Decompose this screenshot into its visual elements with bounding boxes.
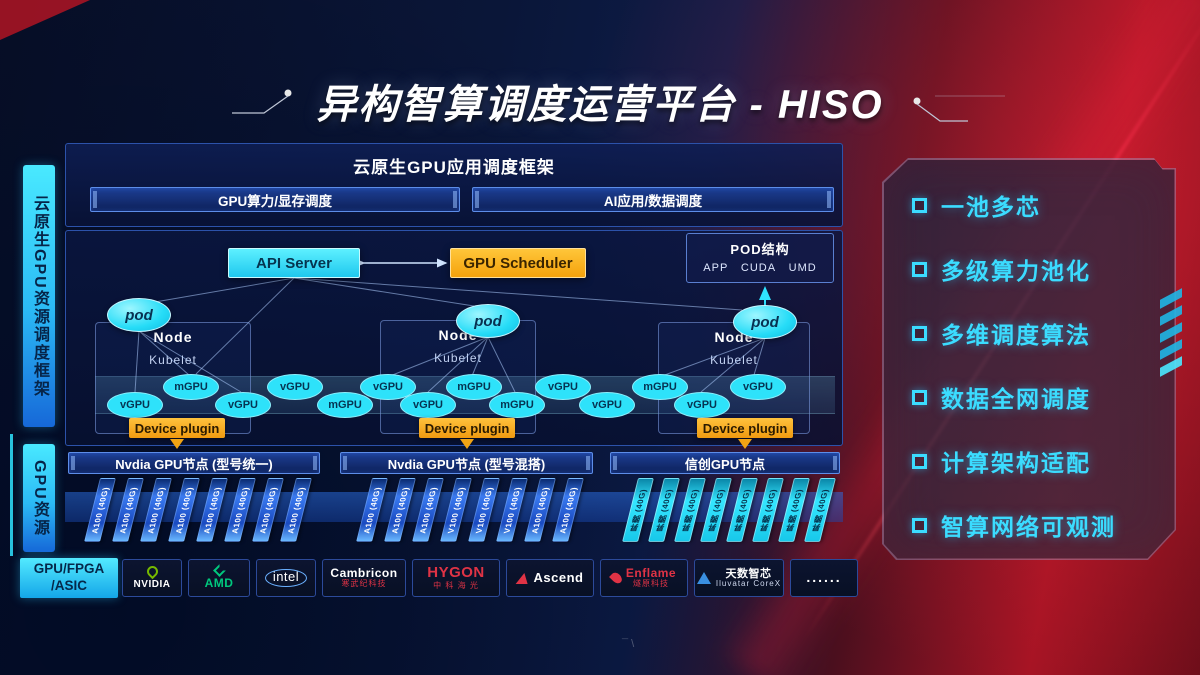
kubelet-label: Kubelet: [149, 353, 197, 367]
vendor-name: Enflame: [625, 566, 677, 580]
device-plugin-box: Device plugin: [419, 418, 515, 438]
vendor-subtitle: 燧原科技: [633, 579, 669, 589]
gpu-ellipse-mgpu: mGPU: [446, 374, 502, 400]
feature-item: 智算网络可观测: [912, 508, 1116, 542]
flame-icon: [608, 570, 624, 586]
vendor-name: Ascend: [533, 569, 584, 585]
gpu-ellipse-vgpu: vGPU: [579, 392, 635, 418]
vendor-tile-cambricon: Cambricon 寒武纪科技: [322, 559, 406, 597]
bar-gpu-compute-scheduling: GPU算力/显存调度: [90, 187, 460, 212]
left-cyan-accent: [10, 434, 13, 556]
node-group-header: 信创GPU节点: [610, 452, 840, 474]
bar-ai-data-scheduling: AI应用/数据调度: [472, 187, 834, 212]
square-bullet-icon: [912, 389, 927, 405]
gpu-scheduler-box: GPU Scheduler: [450, 248, 586, 278]
nvidia-eye-icon: [144, 563, 160, 580]
vendor-subtitle: 寒武纪科技: [341, 579, 387, 589]
pod-structure-box: POD结构 APP CUDA UMD: [686, 233, 834, 283]
arrow-down-icon: [170, 439, 184, 449]
gpu-ellipse-mgpu: mGPU: [163, 374, 219, 400]
sidebar-label-gpu-resources: GPU资源: [23, 444, 55, 552]
framework-title: 云原生GPU应用调度框架: [353, 158, 555, 177]
feature-item: 数据全网调度: [912, 380, 1091, 414]
amd-square-icon: [212, 564, 226, 577]
gpu-ellipse-vgpu: vGPU: [535, 374, 591, 400]
kubelet-label: Kubelet: [710, 353, 758, 367]
device-plugin-box: Device plugin: [697, 418, 793, 438]
square-bullet-icon: [912, 325, 927, 341]
vendor-name: Cambricon: [330, 566, 398, 580]
feature-item: 一池多芯: [912, 188, 1041, 222]
gpu-ellipse-vgpu: vGPU: [730, 374, 786, 400]
gpu-ellipse-mgpu: mGPU: [632, 374, 688, 400]
node-group-header: Nvdia GPU节点 (型号统一): [68, 452, 320, 474]
vendor-name: NVIDIA: [133, 579, 171, 590]
gpu-ellipse-vgpu: vGPU: [400, 392, 456, 418]
gpu-ellipse-vgpu: vGPU: [674, 392, 730, 418]
vendor-tile-amd: AMD: [188, 559, 250, 597]
features-list: 一池多芯多级算力池化 多维调度算法 数据全网调度 计算架构适配 智算网络可观测: [882, 158, 1176, 560]
feature-label: 多维调度算法: [941, 322, 1091, 348]
feature-item: 多维调度算法: [912, 316, 1091, 350]
feature-label: 智算网络可观测: [941, 514, 1116, 540]
hardware-types-label: GPU/FPGA /ASIC: [20, 558, 118, 598]
square-bullet-icon: [912, 453, 927, 469]
feature-label: 计算架构适配: [941, 450, 1091, 476]
feature-item: 计算架构适配: [912, 444, 1091, 478]
device-plugin-box: Device plugin: [129, 418, 225, 438]
iluvatar-triangle-icon: [696, 572, 711, 584]
api-server-box: API Server: [228, 248, 360, 278]
feature-label: 多级算力池化: [941, 258, 1091, 284]
gpu-ellipse-vgpu: vGPU: [215, 392, 271, 418]
vendor-tile-ascend: Ascend: [506, 559, 594, 597]
vendor-name: HYGON: [427, 564, 485, 582]
gpu-ellipse-vgpu: vGPU: [107, 392, 163, 418]
square-bullet-icon: [912, 517, 927, 533]
ascend-triangle-icon: [515, 572, 530, 584]
feature-label: 一池多芯: [941, 194, 1041, 220]
vendor-subtitle: 中 科 海 光: [433, 580, 479, 590]
features-panel: [883, 159, 1175, 559]
square-bullet-icon: [912, 261, 927, 277]
vendor-name: ......: [806, 569, 842, 586]
pod-struct-item-cuda: CUDA: [740, 262, 777, 274]
feature-label: 数据全网调度: [941, 386, 1091, 412]
gpu-ellipse-mgpu: mGPU: [317, 392, 373, 418]
vendor-tile-nvidia: NVIDIA: [122, 559, 182, 597]
pod-ellipse: pod: [107, 298, 171, 332]
arrow-down-icon: [460, 439, 474, 449]
pod-struct-item-app: APP: [703, 262, 729, 274]
kubelet-label: Kubelet: [434, 351, 482, 365]
vendor-tile-dots: ......: [790, 559, 858, 597]
vendor-name: intel: [264, 568, 308, 588]
sidebar-label-cloud-native-gpu: 云原生GPU资源调度框架: [23, 165, 55, 427]
page-title: 异构智算调度运营平台 - HISO: [316, 83, 884, 127]
pod-ellipse: pod: [456, 304, 520, 338]
framework-panel: 云原生GPU应用调度框架: [65, 143, 843, 227]
gpu-ellipse-mgpu: mGPU: [489, 392, 545, 418]
vendor-name: AMD: [204, 575, 234, 590]
pod-structure-title: POD结构: [730, 242, 790, 257]
features-panel-border: [882, 158, 1176, 560]
pod-ellipse: pod: [733, 305, 797, 339]
node-title: Node: [153, 329, 193, 345]
node-group-header: Nvdia GPU节点 (型号混搭): [340, 452, 593, 474]
vendor-subtitle: Iluvatar CoreX: [715, 578, 782, 588]
feature-item: 多级算力池化: [912, 252, 1091, 286]
gpu-ellipse-vgpu: vGPU: [267, 374, 323, 400]
hw-label-line2: /ASIC: [50, 578, 87, 593]
bottom-marks-decor: ¯\: [622, 638, 638, 650]
square-bullet-icon: [912, 197, 927, 213]
hw-label-line1: GPU/FPGA: [33, 561, 105, 577]
arrow-down-icon: [738, 439, 752, 449]
vendor-tile-hygon: HYGON 中 科 海 光: [412, 559, 500, 597]
vendor-name: 天数智芯: [725, 567, 772, 580]
vendor-tile-天数智芯: 天数智芯 Iluvatar CoreX: [694, 559, 784, 597]
vendor-tile-intel: intel: [256, 559, 316, 597]
pod-struct-item-umd: UMD: [788, 262, 817, 274]
vendor-tile-enflame: Enflame 燧原科技: [600, 559, 688, 597]
